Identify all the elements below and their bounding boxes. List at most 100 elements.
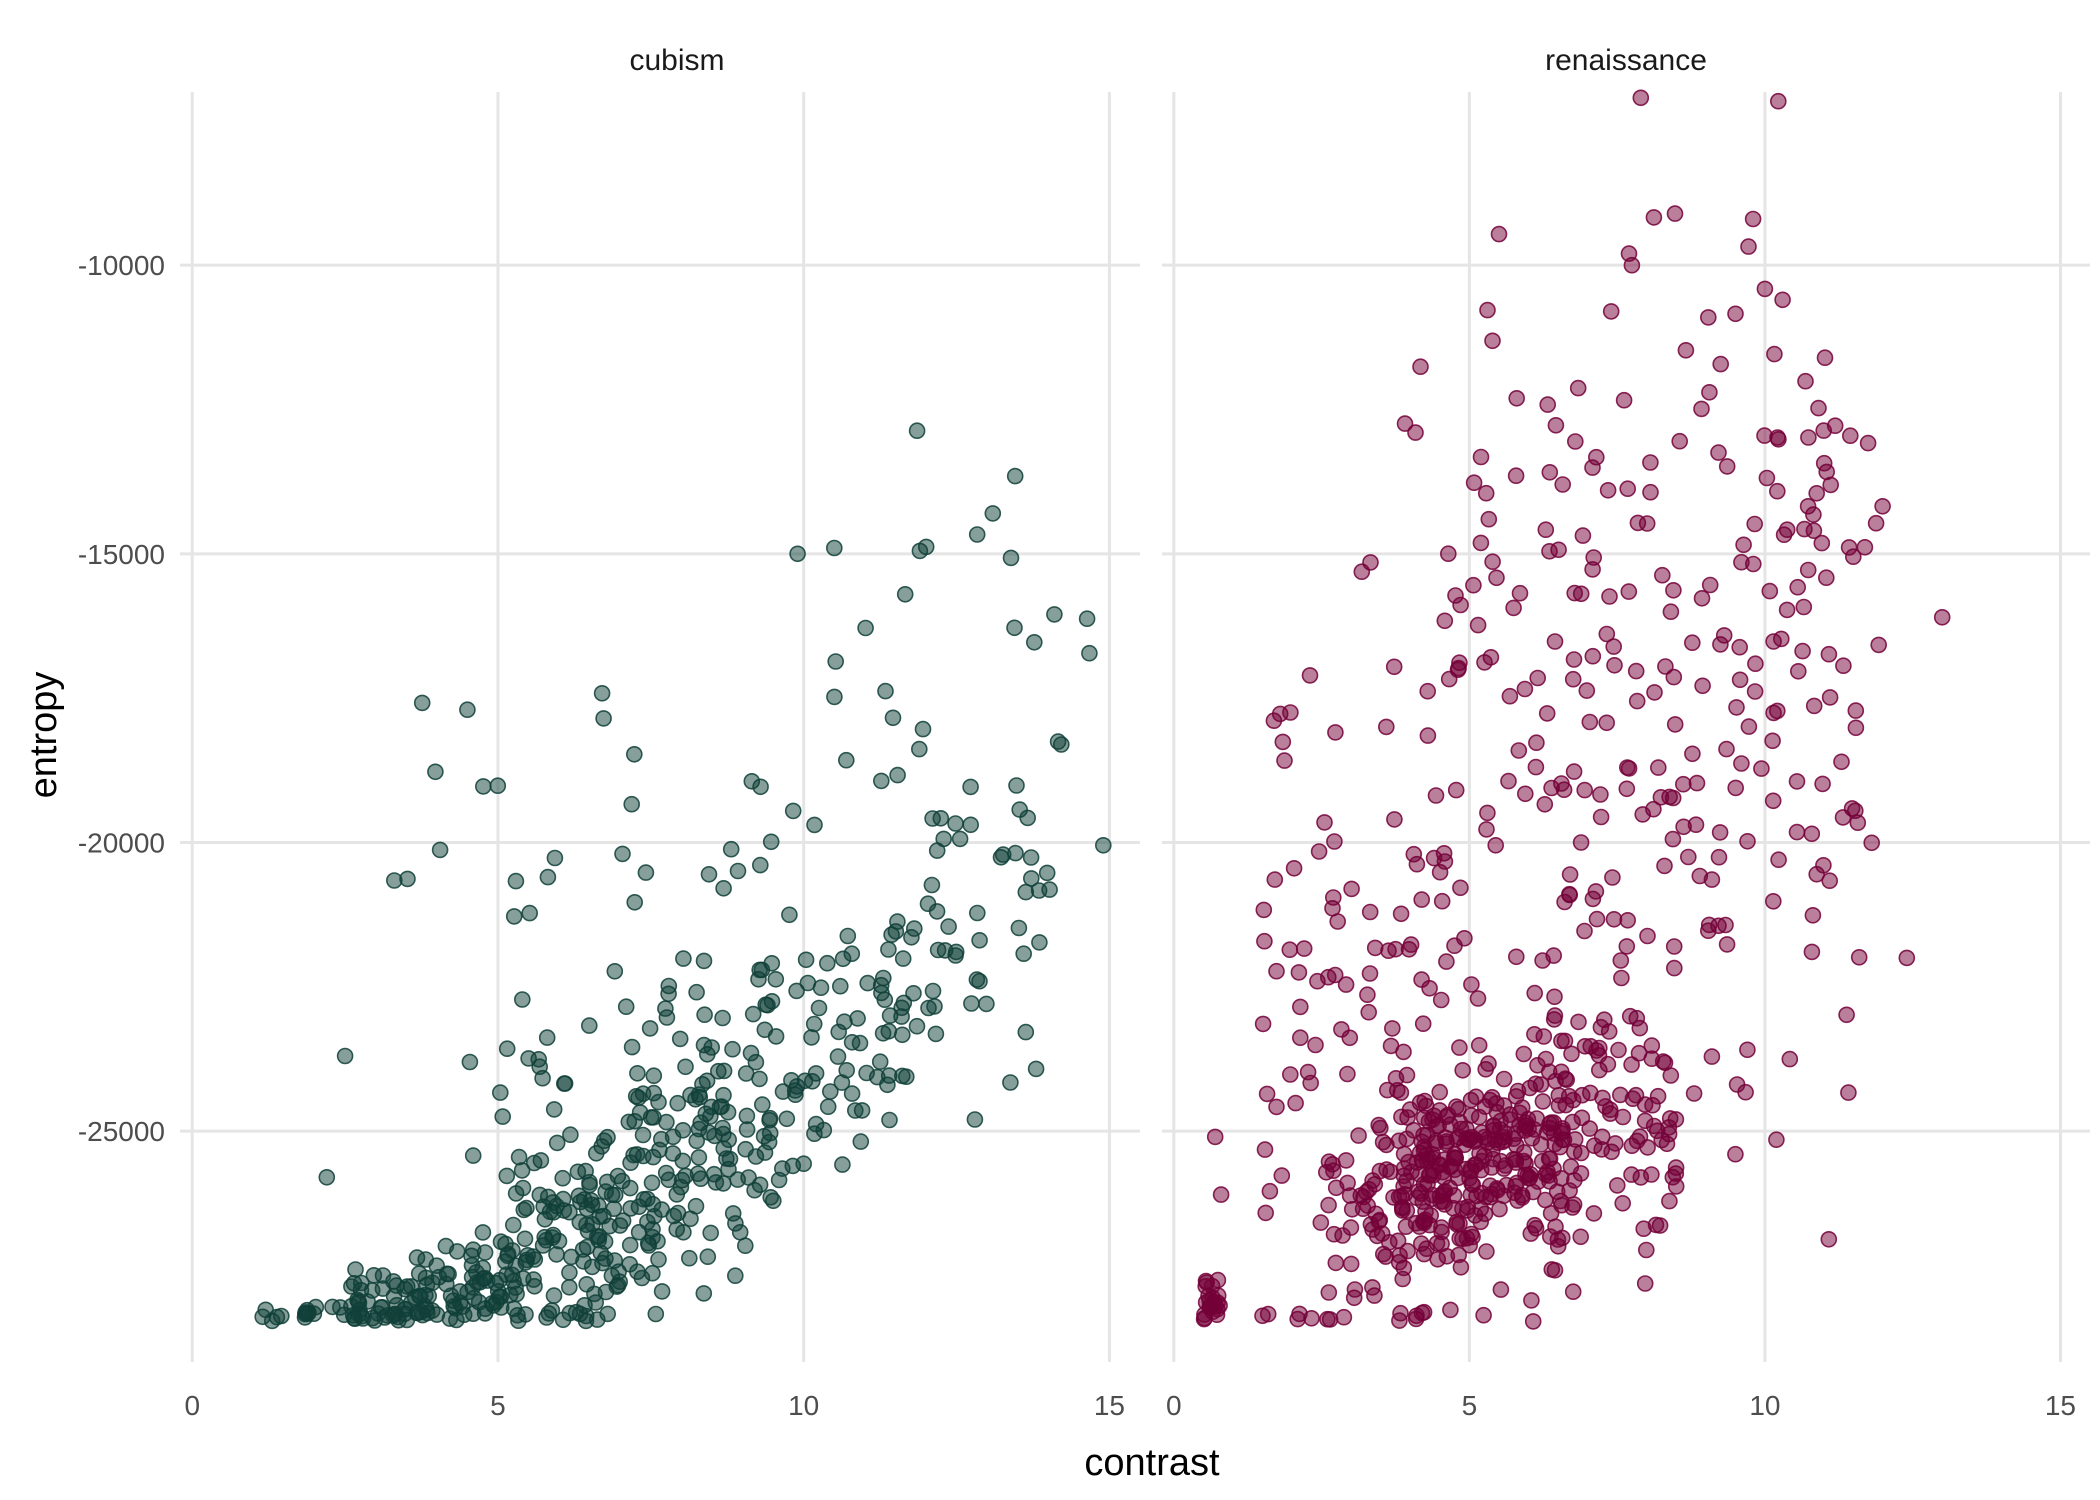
data-point: [1378, 718, 1395, 736]
data-point: [1632, 89, 1650, 107]
data-point: [1523, 1292, 1540, 1309]
data-point: [908, 422, 926, 440]
data-point: [799, 974, 817, 992]
data-point: [826, 688, 843, 706]
data-point: [1687, 816, 1705, 834]
data-point: [1335, 1308, 1353, 1326]
data-point: [833, 1074, 851, 1091]
data-point: [968, 971, 986, 988]
data-point: [1515, 1152, 1533, 1170]
data-point: [1290, 964, 1308, 981]
data-point: [1566, 1131, 1584, 1148]
data-point: [1436, 612, 1454, 630]
data-point: [753, 1096, 771, 1113]
data-point: [554, 1169, 572, 1187]
data-point: [491, 1084, 509, 1101]
data-point: [518, 1199, 535, 1217]
data-point: [575, 1191, 593, 1208]
data-point: [1585, 1205, 1603, 1222]
data-point: [410, 1265, 428, 1282]
data-point: [929, 941, 947, 959]
data-point: [1046, 606, 1063, 623]
data-point: [1289, 1310, 1306, 1328]
data-point: [1405, 1121, 1422, 1139]
data-point: [1584, 459, 1601, 476]
data-point: [1452, 879, 1469, 897]
data-point: [645, 1067, 663, 1084]
data-point: [742, 1044, 760, 1062]
data-point: [497, 1235, 514, 1253]
data-point: [1592, 786, 1609, 803]
data-point: [714, 1175, 732, 1192]
data-point: [1731, 638, 1748, 656]
data-point: [1415, 1245, 1433, 1263]
x-tick-label: 15: [2045, 1390, 2076, 1421]
data-point: [1569, 379, 1587, 397]
data-point: [1402, 936, 1420, 953]
data-point: [1268, 1098, 1285, 1116]
data-point: [992, 848, 1010, 866]
data-point: [1390, 1132, 1408, 1150]
data-point: [1561, 866, 1579, 883]
data-point: [1414, 1015, 1432, 1033]
data-point: [1442, 1301, 1459, 1319]
data-point: [1800, 429, 1817, 446]
data-point: [1680, 848, 1697, 866]
data-point: [1684, 745, 1701, 763]
data-point: [1212, 1186, 1230, 1203]
data-point: [1527, 758, 1545, 776]
data-point: [623, 1038, 641, 1056]
data-point: [1826, 417, 1844, 435]
data-point: [1645, 1117, 1663, 1135]
data-point: [877, 682, 894, 700]
data-point: [540, 1305, 558, 1322]
data-point: [1468, 1187, 1485, 1205]
data-point: [1660, 1119, 1678, 1136]
data-point: [1440, 545, 1457, 563]
data-point: [1856, 538, 1874, 556]
data-point: [1254, 1015, 1272, 1033]
data-point: [1031, 934, 1048, 951]
data-point: [1478, 1243, 1495, 1260]
data-point: [1603, 1143, 1620, 1161]
data-point: [1563, 1045, 1580, 1063]
data-point: [719, 1103, 737, 1121]
data-point: [300, 1304, 317, 1322]
data-point: [590, 1197, 607, 1214]
data-point: [896, 585, 914, 603]
data-point: [722, 840, 740, 858]
data-point: [1588, 910, 1606, 928]
data-point: [940, 918, 957, 935]
data-point: [971, 931, 988, 949]
data-point: [1553, 775, 1570, 792]
data-point: [700, 865, 718, 883]
data-point: [413, 694, 431, 712]
data-point: [637, 864, 655, 881]
data-point: [532, 1152, 550, 1169]
data-point: [1281, 941, 1299, 959]
data-point: [1327, 1254, 1345, 1272]
data-point: [1350, 1127, 1367, 1144]
data-point: [763, 954, 781, 972]
data-point: [927, 1025, 945, 1043]
data-point: [1412, 358, 1429, 376]
data-point: [1320, 1196, 1337, 1214]
data-point: [1703, 1048, 1721, 1065]
data-point: [625, 1146, 642, 1164]
data-point: [1554, 476, 1571, 493]
data-point: [1318, 1164, 1335, 1181]
data-point: [1256, 1141, 1274, 1158]
data-point: [1431, 863, 1449, 881]
data-point: [1567, 433, 1584, 450]
data-point: [1292, 1029, 1309, 1046]
data-point: [1400, 1153, 1417, 1171]
data-point: [441, 1310, 459, 1327]
data-point: [1845, 548, 1862, 566]
panel-strip-label: renaissance: [1545, 44, 1707, 77]
data-point: [1545, 1011, 1563, 1028]
data-point: [767, 1028, 785, 1045]
data-point: [1500, 772, 1517, 790]
x-axis-title: contrast: [1084, 1442, 1220, 1484]
data-point: [1553, 1032, 1570, 1050]
data-point: [1584, 647, 1602, 665]
